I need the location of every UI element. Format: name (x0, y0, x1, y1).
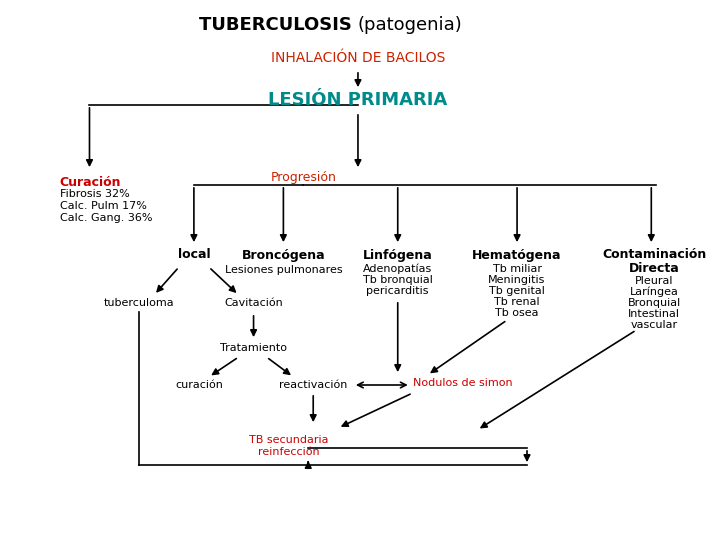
Text: Calc. Gang. 36%: Calc. Gang. 36% (60, 213, 152, 223)
Text: Tb genital: Tb genital (489, 286, 545, 296)
Text: Adenopatías: Adenopatías (363, 264, 433, 274)
Text: Tratamiento: Tratamiento (220, 343, 287, 353)
Text: Pleural: Pleural (635, 276, 673, 286)
Text: vascular: vascular (631, 320, 678, 330)
Text: reinfección: reinfección (258, 447, 319, 457)
Text: TUBERCULOSIS: TUBERCULOSIS (199, 16, 358, 34)
Text: tuberculoma: tuberculoma (104, 298, 174, 308)
Text: reactivación: reactivación (279, 380, 348, 390)
Text: LESIÓN PRIMARIA: LESIÓN PRIMARIA (269, 91, 448, 109)
Text: curación: curación (175, 380, 222, 390)
Text: Meningitis: Meningitis (488, 275, 546, 285)
Text: TB secundaria: TB secundaria (248, 435, 328, 445)
Text: Lesiones pulmonares: Lesiones pulmonares (225, 265, 342, 275)
Text: Progresión: Progresión (270, 172, 336, 185)
Text: Fibrosis 32%: Fibrosis 32% (60, 189, 130, 199)
Text: INHALACIÓN DE BACILOS: INHALACIÓN DE BACILOS (271, 51, 445, 65)
Text: Intestinal: Intestinal (629, 309, 680, 319)
Text: (patogenia): (patogenia) (358, 16, 463, 34)
Text: Laríngea: Laríngea (630, 287, 679, 297)
Text: Contaminación: Contaminación (602, 248, 706, 261)
Text: Bronquial: Bronquial (628, 298, 681, 308)
Text: Cavitación: Cavitación (224, 298, 283, 308)
Text: pericarditis: pericarditis (366, 286, 429, 296)
Text: Broncógena: Broncógena (242, 248, 325, 261)
Text: Directa: Directa (629, 261, 680, 274)
Text: Nodulos de simon: Nodulos de simon (413, 378, 512, 388)
Text: Tb miliar: Tb miliar (492, 264, 541, 274)
Text: Hematógena: Hematógena (472, 248, 562, 261)
Text: Tb bronquial: Tb bronquial (363, 275, 433, 285)
Text: Tb renal: Tb renal (494, 297, 540, 307)
Text: Calc. Pulm 17%: Calc. Pulm 17% (60, 201, 147, 211)
Text: Linfógena: Linfógena (363, 248, 433, 261)
Text: local: local (178, 248, 210, 261)
Text: Tb osea: Tb osea (495, 308, 539, 318)
Text: Curación: Curación (60, 176, 121, 188)
